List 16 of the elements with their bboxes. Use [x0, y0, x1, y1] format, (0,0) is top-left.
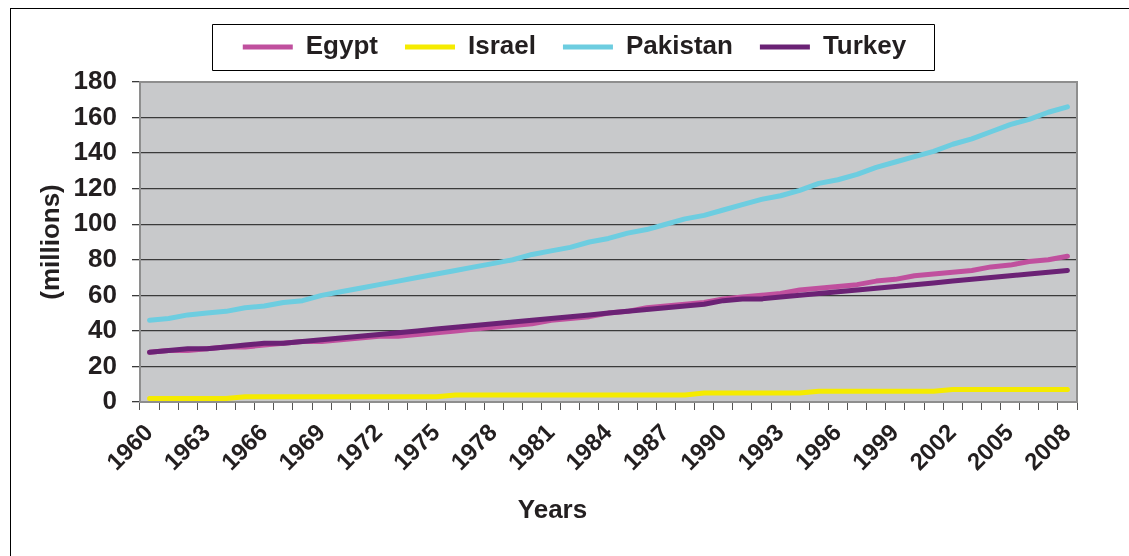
legend-label: Israel: [468, 30, 536, 61]
y-tick-label: 140: [73, 136, 117, 167]
legend-label: Pakistan: [625, 30, 733, 61]
y-tick-label: 80: [88, 242, 117, 273]
y-tick-label: 100: [73, 207, 117, 238]
legend-label: Egypt: [305, 30, 379, 61]
y-tick-label: 40: [88, 314, 117, 345]
y-tick-label: 120: [73, 171, 117, 202]
x-axis-title: Years: [517, 494, 588, 525]
y-tick-label: 160: [73, 100, 117, 131]
y-tick-label: 0: [102, 385, 117, 416]
y-tick-label: 180: [73, 65, 117, 96]
y-tick-label: 60: [88, 278, 117, 309]
legend-label: Turkey: [822, 30, 907, 61]
y-axis-title: (millions): [34, 184, 65, 300]
y-tick-label: 20: [88, 349, 117, 380]
